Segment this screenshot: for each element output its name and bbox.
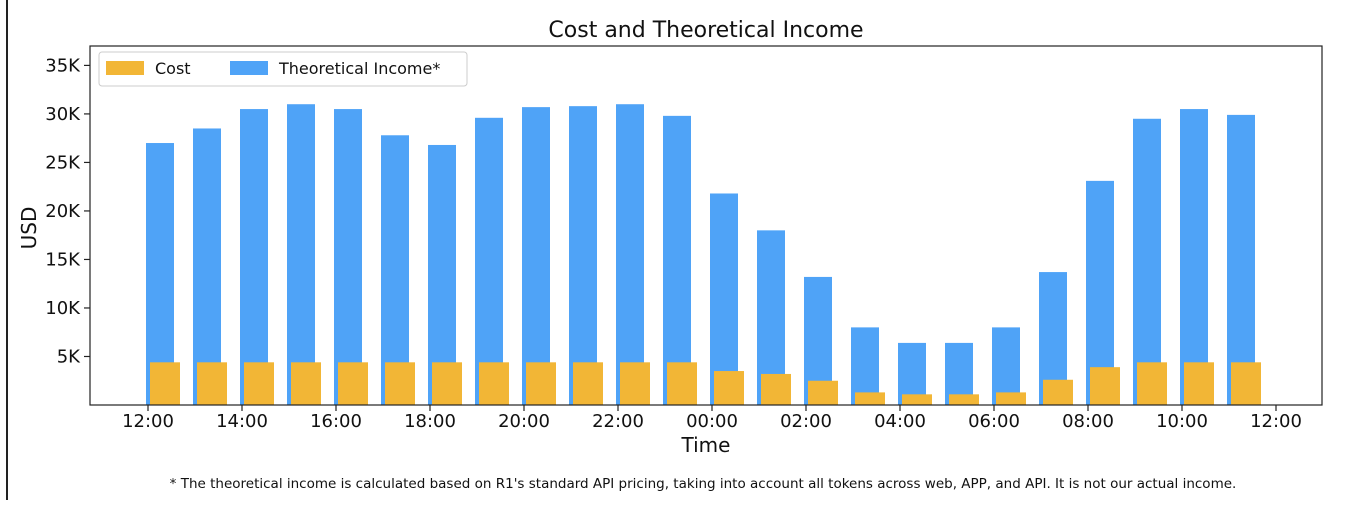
y-tick-label: 25K (45, 152, 81, 173)
income-bar (381, 135, 409, 405)
cost-bar (1184, 362, 1214, 405)
x-tick-label: 14:00 (216, 411, 268, 432)
y-tick-label: 30K (45, 104, 81, 125)
income-bar (240, 109, 268, 405)
cost-bar (573, 362, 603, 405)
cost-bar (761, 373, 791, 405)
chart-title: Cost and Theoretical Income (548, 18, 863, 43)
legend: Cost Theoretical Income* (98, 51, 468, 87)
y-tick-label: 5K (57, 346, 81, 367)
cost-bar (150, 362, 180, 405)
y-axis: 5K 10K 15K 20K 25K 30K 35K (45, 55, 90, 367)
income-bar (710, 193, 738, 405)
income-bar (569, 106, 597, 406)
cost-bar (432, 362, 462, 405)
x-axis-label: Time (681, 433, 731, 457)
x-tick-label: 08:00 (1062, 411, 1114, 432)
income-bar (334, 109, 362, 405)
income-bar (1180, 109, 1208, 405)
cost-bar (714, 371, 744, 405)
cost-bar (949, 394, 979, 405)
x-tick-label: 00:00 (686, 411, 738, 432)
x-tick-label: 04:00 (874, 411, 926, 432)
income-bar (428, 144, 456, 405)
income-bar (663, 115, 691, 405)
bars-group (146, 104, 1261, 406)
x-tick-label: 22:00 (592, 411, 644, 432)
x-tick-label: 20:00 (498, 411, 550, 432)
cost-bar (1137, 362, 1167, 405)
income-bar (287, 104, 315, 405)
legend-label-theoretical-income: Theoretical Income* (278, 59, 440, 78)
legend-swatch-cost (106, 61, 144, 75)
x-axis: 12:00 14:00 16:00 18:00 20:00 22:00 00:00 02:00… (122, 405, 1302, 432)
cost-bar (1231, 362, 1261, 405)
cost-bar (996, 392, 1026, 405)
y-tick-label: 10K (45, 298, 81, 319)
x-tick-label: 12:00 (122, 411, 174, 432)
y-tick-label: 15K (45, 249, 81, 270)
cost-bar (338, 362, 368, 405)
income-bar (522, 107, 550, 406)
cost-bar (291, 362, 321, 405)
income-bar (193, 128, 221, 406)
cost-bar (526, 362, 556, 405)
cost-bar (808, 380, 838, 405)
cost-bar (620, 362, 650, 405)
x-tick-label: 02:00 (780, 411, 832, 432)
cost-bar (667, 362, 697, 405)
cost-bar (902, 394, 932, 405)
y-tick-label: 20K (45, 201, 81, 222)
x-tick-label: 06:00 (968, 411, 1020, 432)
footnote: * The theoretical income is calculated b… (170, 476, 1237, 492)
y-tick-label: 35K (45, 55, 81, 76)
income-bar (1227, 114, 1255, 405)
cost-bar (1043, 379, 1073, 405)
cost-bar (479, 362, 509, 405)
cost-bar (244, 362, 274, 405)
income-bar (1133, 118, 1161, 406)
y-axis-label: USD (17, 207, 41, 250)
x-tick-label: 12:00 (1250, 411, 1302, 432)
x-tick-label: 16:00 (310, 411, 362, 432)
income-bar (475, 117, 503, 406)
cost-bar (1090, 367, 1120, 405)
x-tick-label: 10:00 (1156, 411, 1208, 432)
x-tick-label: 18:00 (404, 411, 456, 432)
legend-box (98, 51, 468, 87)
income-bar (146, 143, 174, 405)
income-bar (851, 327, 879, 405)
cost-bar (855, 392, 885, 405)
cost-bar (385, 362, 415, 405)
legend-label-cost: Cost (155, 59, 191, 78)
cost-bar (197, 362, 227, 405)
income-bar (616, 104, 644, 405)
frame-left-border (6, 0, 8, 500)
legend-swatch-theoretical-income (230, 61, 268, 75)
plot-area-border (89, 45, 1323, 406)
income-bar (992, 327, 1020, 405)
